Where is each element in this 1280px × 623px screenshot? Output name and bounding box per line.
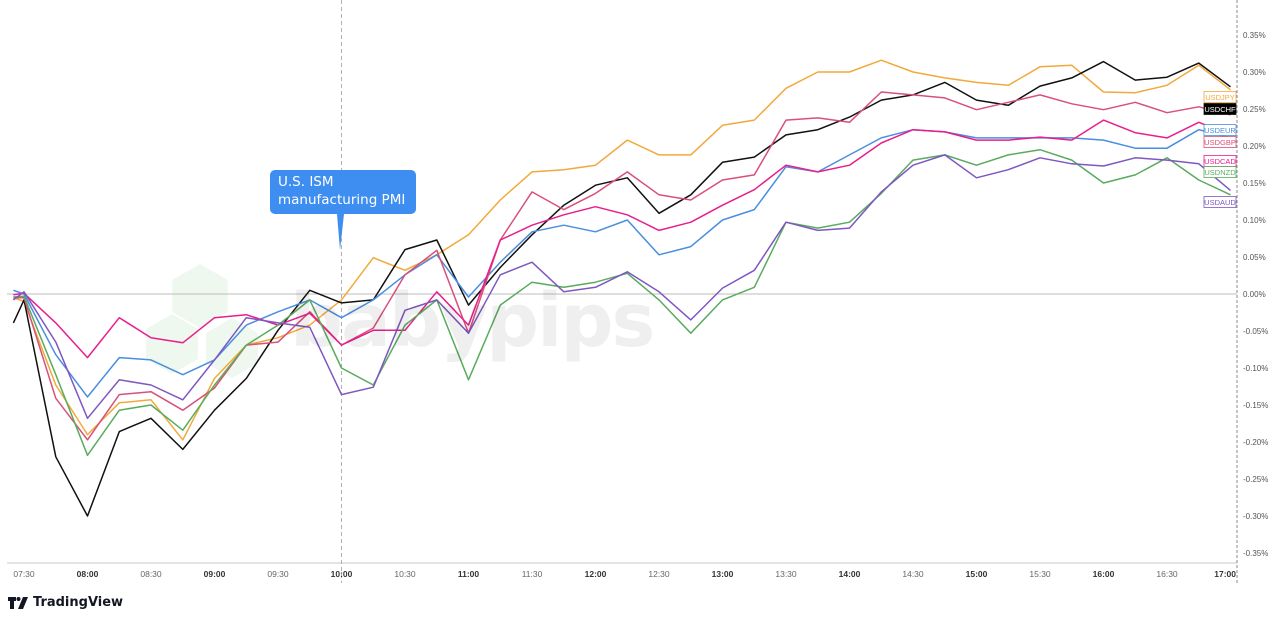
series-line-usdcad [13, 119, 1231, 359]
y-tick-label: -0.15% [1243, 401, 1268, 410]
watermark-hexagon-icon [172, 264, 228, 328]
series-line-usdjpy [13, 59, 1231, 441]
x-tick-label: 14:30 [902, 569, 924, 579]
y-tick-label: -0.30% [1243, 512, 1268, 521]
x-tick-label: 14:00 [839, 569, 861, 579]
x-tick-label: 15:30 [1029, 569, 1051, 579]
series-tag-box [1203, 103, 1237, 115]
x-tick-label: 15:00 [966, 569, 988, 579]
tradingview-label: TradingView [33, 595, 124, 610]
tradingview-icon [8, 596, 28, 609]
tradingview-logo[interactable]: TradingView [8, 595, 123, 610]
series-tag-label: USDCAD [1204, 157, 1236, 166]
series-tag-label: USDCHF [1204, 105, 1236, 114]
watermark-text: babypips [290, 278, 655, 364]
x-tick-label: 09:30 [267, 569, 289, 579]
series-tag-label: USDNZD [1204, 168, 1236, 177]
series-tag-box [1203, 124, 1237, 136]
y-tick-label: 0.15% [1243, 179, 1266, 188]
y-tick-label: 0.25% [1243, 105, 1266, 114]
series-tag-label: USDJPY [1205, 93, 1235, 102]
x-tick-label: 08:30 [140, 569, 162, 579]
series-tag-label: USDEUR [1204, 126, 1236, 135]
x-tick-label: 08:00 [77, 569, 99, 579]
series-line-usdchf [12, 60, 1231, 517]
y-tick-label: 0.00% [1243, 290, 1266, 299]
watermark-hexagon-icon [206, 318, 258, 378]
x-tick-label: 10:30 [394, 569, 416, 579]
series-tag-box [1203, 166, 1237, 178]
y-tick-label: -0.35% [1243, 549, 1268, 558]
x-tick-label: 17:00 [1214, 569, 1236, 579]
babypips-watermark: babypips [290, 278, 655, 364]
series-tag-box [1203, 136, 1237, 148]
series-line-usdaud [12, 154, 1231, 420]
series-tag-box [1203, 91, 1237, 103]
x-tick-label: 12:30 [648, 569, 670, 579]
y-tick-label: 0.05% [1243, 253, 1266, 262]
x-tick-label: 10:00 [331, 569, 353, 579]
x-tick-label: 11:30 [522, 569, 543, 579]
y-tick-label: -0.25% [1243, 475, 1268, 484]
y-tick-label: -0.05% [1243, 327, 1268, 336]
y-tick-label: 0.10% [1243, 216, 1266, 225]
series-tag-label: USDAUD [1204, 198, 1236, 207]
x-tick-label: 16:30 [1156, 569, 1178, 579]
y-tick-label: 0.35% [1243, 31, 1266, 40]
callout-line-1: U.S. ISM [278, 174, 334, 190]
watermark-hexagon-icon [146, 314, 198, 374]
y-tick-label: 0.20% [1243, 142, 1266, 151]
x-tick-label: 11:00 [458, 569, 480, 579]
x-tick-label: 07:30 [13, 569, 35, 579]
x-tick-label: 13:30 [775, 569, 797, 579]
y-tick-label: -0.20% [1243, 438, 1268, 447]
event-callout: U.S. ISM manufacturing PMI [270, 170, 416, 250]
series-tag-box [1203, 196, 1237, 208]
y-tick-label: 0.30% [1243, 68, 1266, 77]
x-tick-label: 12:00 [585, 569, 607, 579]
x-tick-label: 13:00 [712, 569, 734, 579]
series-tag-label: USDGBP [1204, 138, 1236, 147]
callout-line-2: manufacturing PMI [278, 192, 406, 208]
series-line-usdnzd [13, 148, 1231, 457]
x-tick-label: 09:00 [204, 569, 226, 579]
x-tick-label: 16:00 [1093, 569, 1115, 579]
series-line-usdgbp [13, 91, 1231, 441]
y-tick-label: -0.10% [1243, 364, 1268, 373]
